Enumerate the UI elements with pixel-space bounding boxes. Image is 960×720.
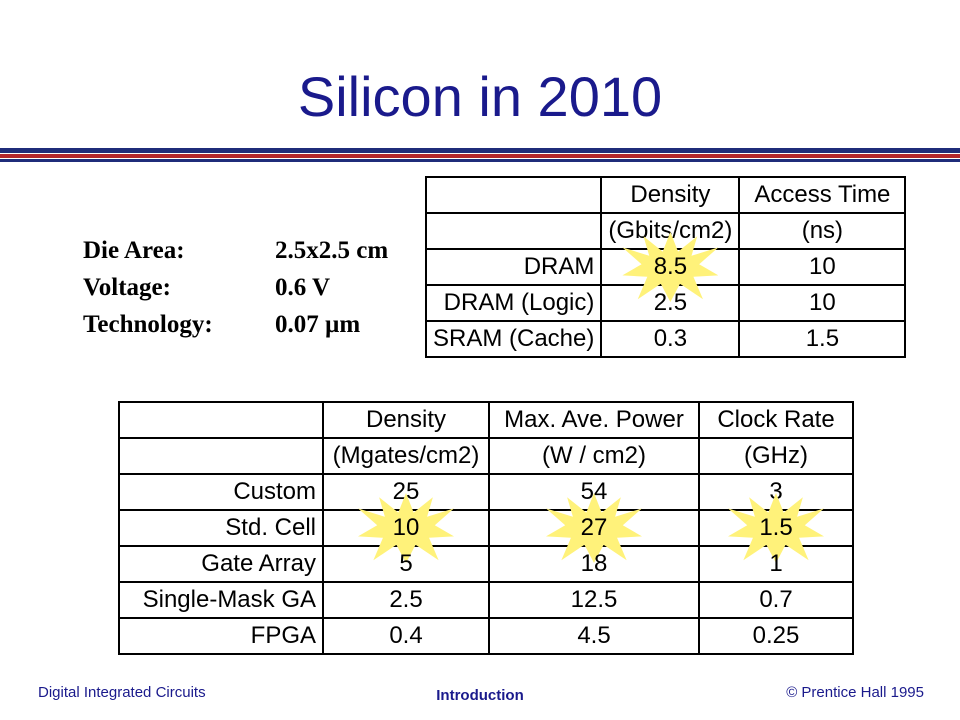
row-label: DRAM bbox=[424, 248, 603, 286]
spec-label: Die Area: bbox=[83, 237, 185, 264]
footer-section-label: Introduction bbox=[436, 687, 524, 704]
footer-copyright: © Prentice Hall 1995 bbox=[786, 684, 924, 701]
table-cell-empty bbox=[118, 401, 324, 439]
cell-value: 18 bbox=[488, 545, 700, 583]
column-header-density: Density bbox=[322, 401, 490, 439]
table-header-row: Density Access Time bbox=[424, 176, 907, 214]
cell-value: 10 bbox=[738, 248, 907, 286]
column-header-clock-rate: Clock Rate bbox=[698, 401, 854, 439]
row-label: Single-Mask GA bbox=[118, 581, 324, 619]
column-unit-density: (Mgates/cm2) bbox=[322, 437, 490, 475]
spec-row-die-area: Die Area: 2.5x2.5 cm bbox=[83, 232, 388, 269]
table-header-row: (Mgates/cm2) (W / cm2) (GHz) bbox=[118, 437, 854, 475]
title-rule-red bbox=[0, 154, 960, 158]
memory-table: Density Access Time (Gbits/cm2) (ns) DRA… bbox=[424, 176, 907, 358]
spec-label: Voltage: bbox=[83, 274, 171, 301]
spec-value: 0.6 V bbox=[275, 274, 331, 301]
cell-value: 10 bbox=[738, 284, 907, 322]
column-unit-clock-rate: (GHz) bbox=[698, 437, 854, 475]
cell-value: 1 bbox=[698, 545, 854, 583]
table-row: DRAM (Logic) 2.5 10 bbox=[424, 284, 907, 322]
cell-value: 0.4 bbox=[322, 617, 490, 655]
slide-title: Silicon in 2010 bbox=[297, 65, 663, 128]
table-row: FPGA 0.4 4.5 0.25 bbox=[118, 617, 854, 655]
table-cell-empty bbox=[424, 212, 603, 250]
column-header-power: Max. Ave. Power bbox=[488, 401, 700, 439]
cell-value: 4.5 bbox=[488, 617, 700, 655]
table-header-row: (Gbits/cm2) (ns) bbox=[424, 212, 907, 250]
row-label: DRAM (Logic) bbox=[424, 284, 603, 322]
cell-value: 0.25 bbox=[698, 617, 854, 655]
row-label: SRAM (Cache) bbox=[424, 320, 603, 358]
footer-course-title: Digital Integrated Circuits bbox=[38, 684, 206, 701]
gate-table: Density Max. Ave. Power Clock Rate (Mgat… bbox=[118, 401, 854, 655]
highlighted-cell: 8.5 bbox=[600, 248, 741, 286]
highlighted-cell: 27 bbox=[488, 509, 700, 547]
spec-value: 0.07 µm bbox=[275, 311, 361, 338]
cell-value: 2.5 bbox=[322, 581, 490, 619]
cell-value: 10 bbox=[392, 514, 420, 541]
row-label: Custom bbox=[118, 473, 324, 511]
table-row: Std. Cell 10 27 1.5 bbox=[118, 509, 854, 547]
table-row: SRAM (Cache) 0.3 1.5 bbox=[424, 320, 907, 358]
column-header-density: Density bbox=[600, 176, 741, 214]
cell-value: 27 bbox=[580, 514, 608, 541]
spec-value: 2.5x2.5 cm bbox=[275, 237, 389, 264]
title-rule-blue-top bbox=[0, 148, 960, 153]
table-header-row: Density Max. Ave. Power Clock Rate bbox=[118, 401, 854, 439]
spec-list: Die Area: 2.5x2.5 cm Voltage: 0.6 V Tech… bbox=[83, 232, 388, 343]
row-label: Gate Array bbox=[118, 545, 324, 583]
spec-label: Technology: bbox=[83, 311, 213, 338]
cell-value: 12.5 bbox=[488, 581, 700, 619]
cell-value: 2.5 bbox=[600, 284, 741, 322]
table-row: Single-Mask GA 2.5 12.5 0.7 bbox=[118, 581, 854, 619]
column-unit-access-time: (ns) bbox=[738, 212, 907, 250]
cell-value: 1.5 bbox=[738, 320, 907, 358]
spec-row-voltage: Voltage: 0.6 V bbox=[83, 269, 388, 306]
spec-row-technology: Technology: 0.07 µm bbox=[83, 306, 388, 343]
column-header-access-time: Access Time bbox=[738, 176, 907, 214]
row-label: Std. Cell bbox=[118, 509, 324, 547]
table-row: Gate Array 5 18 1 bbox=[118, 545, 854, 583]
cell-value: 1.5 bbox=[759, 514, 793, 541]
highlighted-cell: 10 bbox=[322, 509, 490, 547]
cell-value: 8.5 bbox=[653, 253, 688, 280]
title-rule-blue-bottom bbox=[0, 159, 960, 162]
cell-value: 5 bbox=[322, 545, 490, 583]
cell-value: 0.3 bbox=[600, 320, 741, 358]
highlighted-cell: 1.5 bbox=[698, 509, 854, 547]
column-unit-power: (W / cm2) bbox=[488, 437, 700, 475]
table-cell-empty bbox=[118, 437, 324, 475]
table-cell-empty bbox=[424, 176, 603, 214]
row-label: FPGA bbox=[118, 617, 324, 655]
table-row: DRAM 8.5 10 bbox=[424, 248, 907, 286]
table-row: Custom 25 54 3 bbox=[118, 473, 854, 511]
cell-value: 0.7 bbox=[698, 581, 854, 619]
